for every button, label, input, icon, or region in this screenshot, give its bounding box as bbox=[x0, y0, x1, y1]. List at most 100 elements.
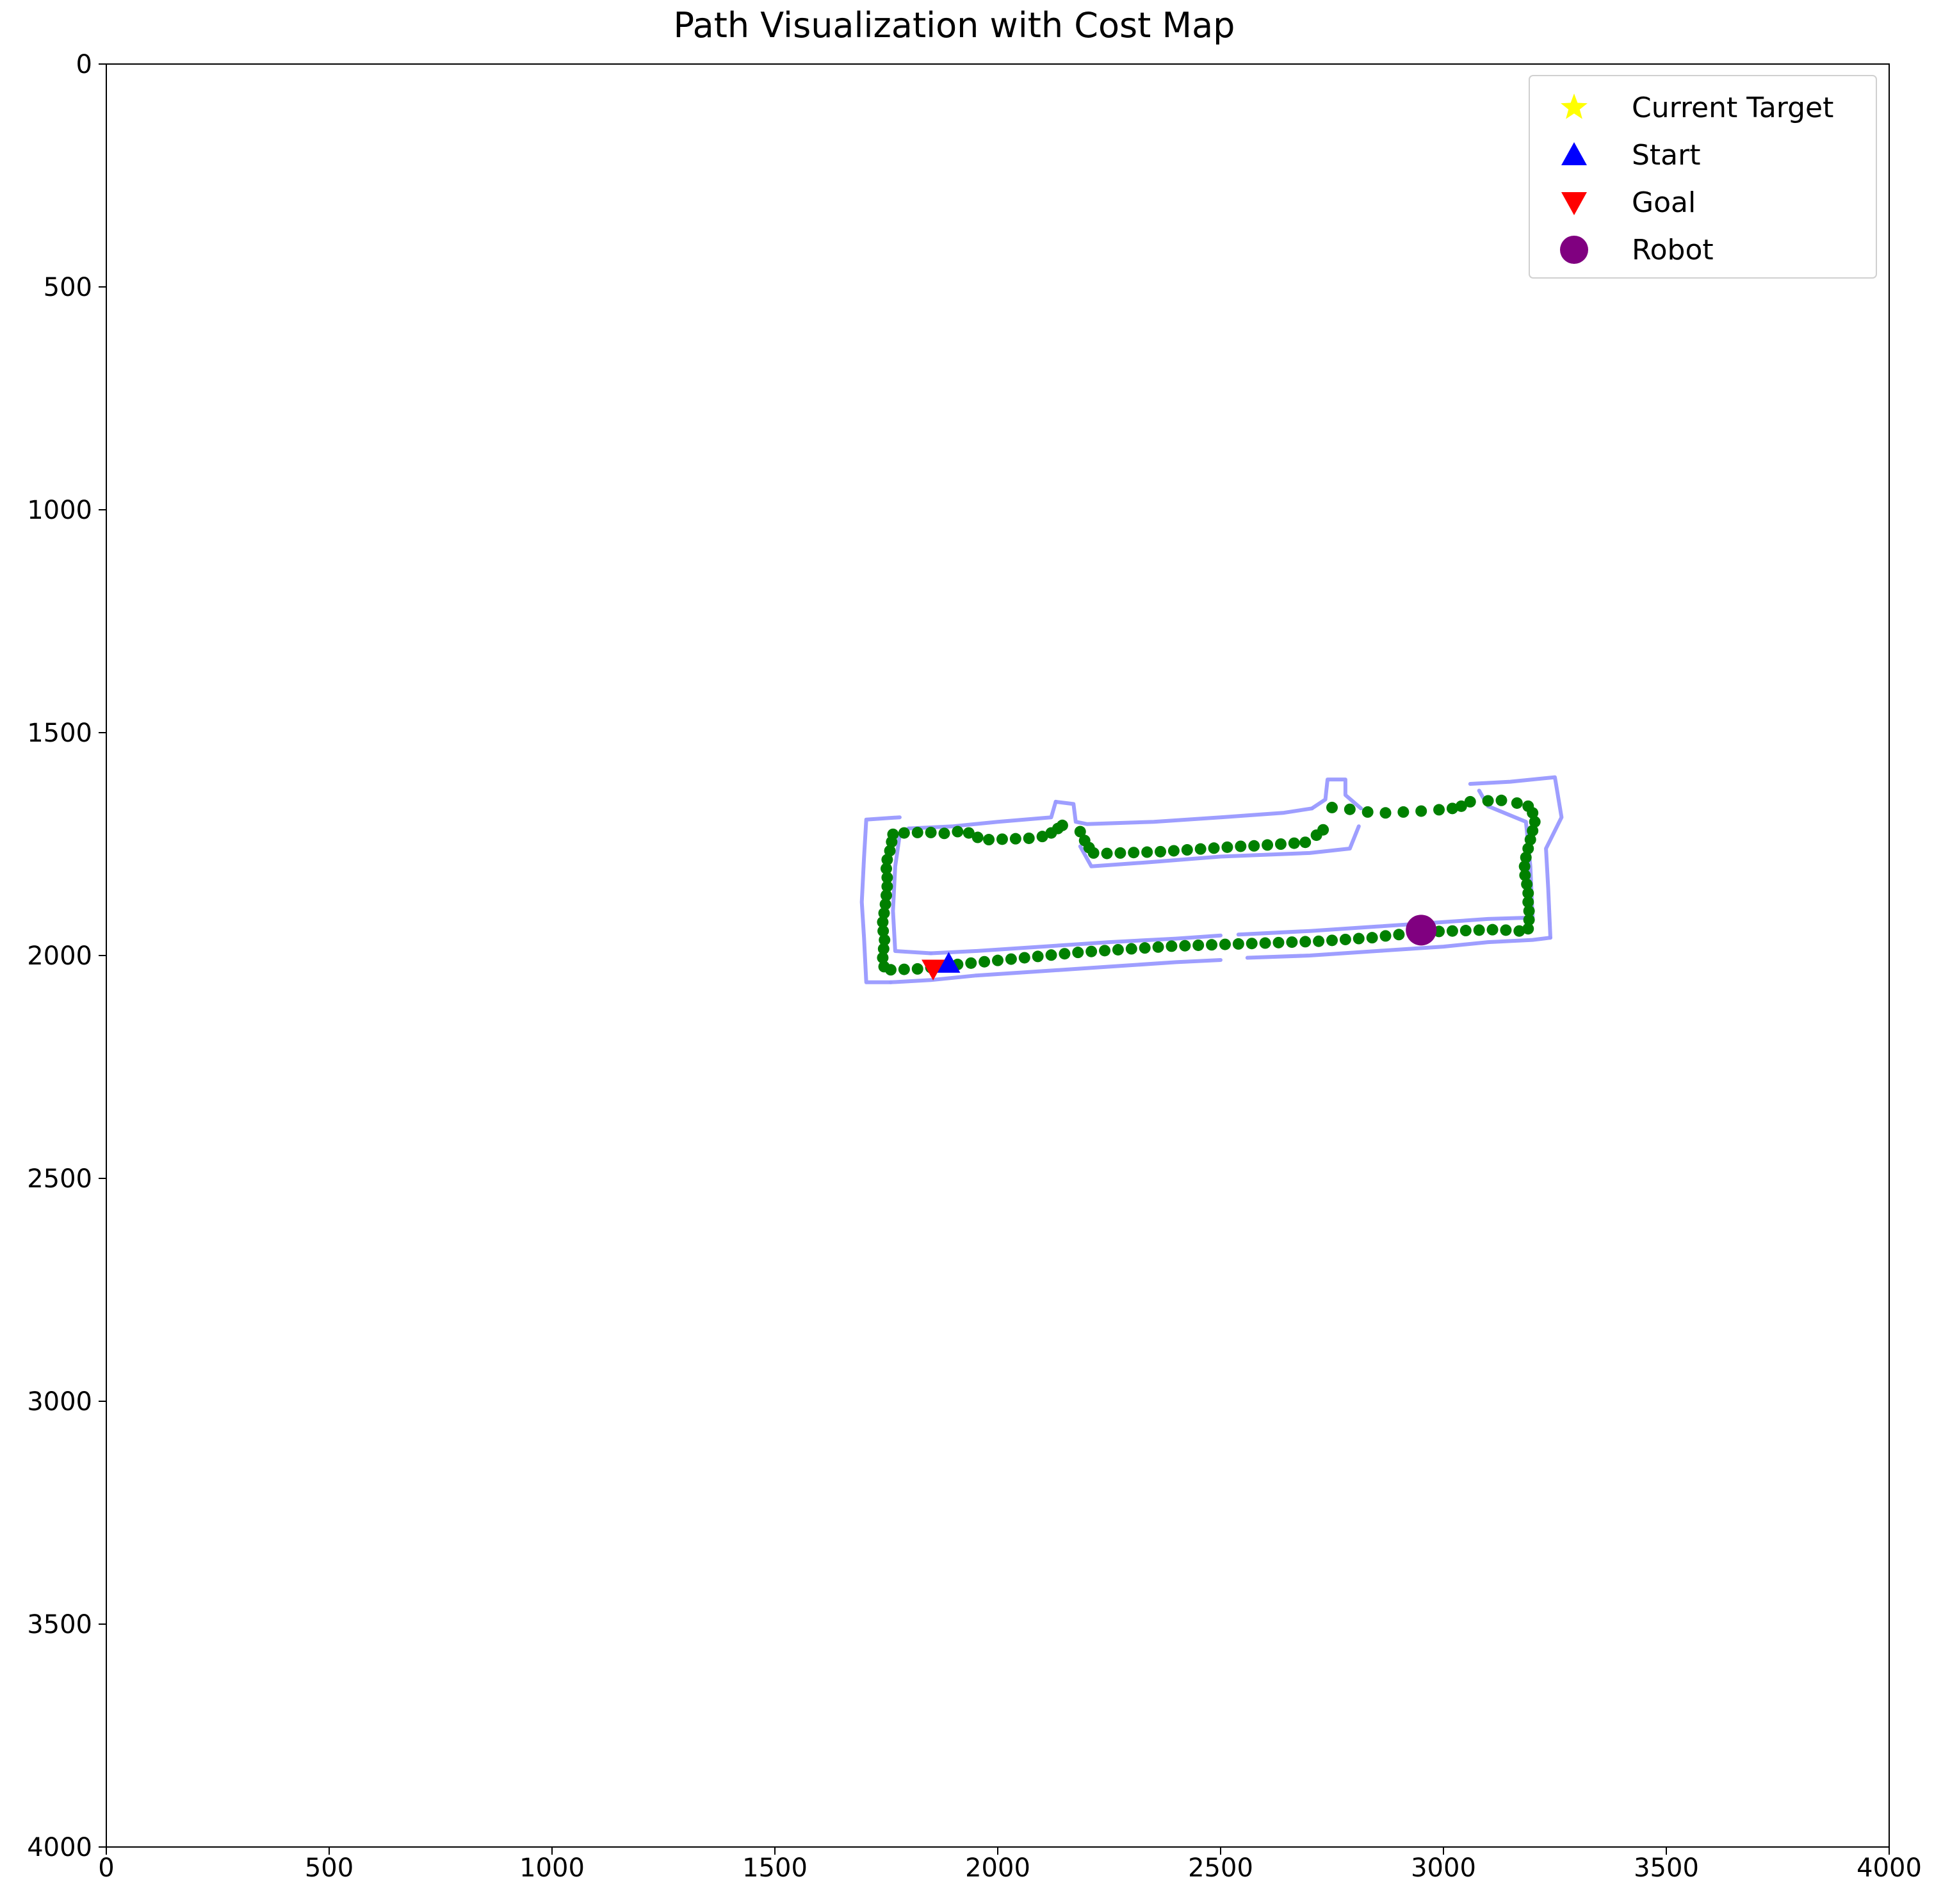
y-tick-label: 2000 bbox=[27, 941, 92, 971]
path-point bbox=[1317, 824, 1329, 836]
path-point bbox=[879, 934, 891, 946]
path-point bbox=[1005, 953, 1017, 965]
legend-box bbox=[1529, 75, 1877, 279]
path-point bbox=[1221, 841, 1233, 853]
path-point bbox=[1366, 932, 1378, 944]
path-point bbox=[877, 952, 889, 964]
path-point bbox=[1045, 949, 1057, 961]
path-point bbox=[1524, 834, 1536, 846]
y-tick-label: 3500 bbox=[27, 1610, 92, 1640]
y-axis: 0 500 1000 1500 2000 2500 3000 3500 4000 bbox=[27, 50, 106, 1862]
path-point bbox=[911, 963, 923, 975]
path-point bbox=[1344, 803, 1356, 815]
path-point bbox=[1522, 923, 1534, 935]
y-tick-label: 500 bbox=[44, 273, 92, 302]
legend: Current Target Start Goal Robot bbox=[1529, 75, 1877, 279]
path-point bbox=[878, 907, 890, 919]
legend-label: Robot bbox=[1632, 234, 1714, 266]
path-point bbox=[1167, 845, 1180, 857]
path-point bbox=[1274, 838, 1287, 850]
legend-label: Current Target bbox=[1632, 92, 1833, 124]
path-point bbox=[1523, 905, 1535, 917]
path-point bbox=[1518, 860, 1531, 872]
path-point bbox=[1455, 800, 1467, 812]
path-point bbox=[938, 827, 950, 840]
path-point bbox=[1521, 878, 1533, 890]
path-point bbox=[1433, 804, 1445, 816]
path-point bbox=[1023, 832, 1035, 844]
path-point bbox=[1018, 952, 1030, 964]
path-point bbox=[1139, 942, 1151, 954]
path-point bbox=[1326, 801, 1338, 813]
path-point bbox=[1072, 947, 1084, 959]
path-point bbox=[1101, 847, 1113, 859]
start-marker bbox=[937, 952, 961, 973]
path-point bbox=[1500, 924, 1512, 936]
path-point bbox=[1379, 807, 1392, 819]
path-point bbox=[1155, 845, 1167, 858]
path-point bbox=[1313, 935, 1325, 947]
x-tick-label: 1500 bbox=[742, 1853, 808, 1883]
path-point bbox=[1482, 795, 1494, 807]
path-point bbox=[879, 898, 891, 910]
x-tick-label: 0 bbox=[98, 1853, 114, 1883]
path-point bbox=[952, 826, 964, 838]
path-point bbox=[1152, 941, 1164, 953]
path-point bbox=[1166, 940, 1178, 952]
path-point bbox=[925, 826, 937, 838]
legend-robot-icon bbox=[1560, 236, 1588, 264]
legend-current-target-icon bbox=[1561, 94, 1588, 119]
x-tick-label: 3500 bbox=[1634, 1853, 1699, 1883]
path-point bbox=[877, 943, 890, 955]
path-point bbox=[1522, 887, 1534, 899]
path-point bbox=[1299, 836, 1312, 849]
path-point bbox=[911, 826, 923, 838]
path-point bbox=[1511, 797, 1523, 809]
path-point bbox=[1262, 839, 1274, 851]
path-point bbox=[1495, 794, 1507, 806]
path-point bbox=[1141, 846, 1153, 858]
x-tick-label: 4000 bbox=[1857, 1853, 1922, 1883]
path-point bbox=[881, 881, 893, 893]
path-point bbox=[1192, 939, 1205, 951]
path-point bbox=[1125, 943, 1137, 955]
path-point bbox=[1522, 842, 1534, 854]
path-point bbox=[992, 954, 1004, 966]
path-point bbox=[1513, 925, 1525, 937]
path-point bbox=[1246, 938, 1258, 950]
path-point bbox=[1087, 847, 1100, 859]
cost-map-wall bbox=[889, 958, 1223, 984]
path-point bbox=[1523, 914, 1535, 926]
path-point bbox=[1009, 833, 1021, 845]
path-layer bbox=[877, 794, 1541, 976]
x-tick-label: 1000 bbox=[519, 1853, 585, 1883]
path-point bbox=[881, 863, 892, 875]
path-point bbox=[898, 827, 910, 839]
cost-map-wall bbox=[1078, 824, 1361, 868]
path-point bbox=[1393, 929, 1405, 941]
legend-label: Goal bbox=[1632, 186, 1696, 219]
y-tick-label: 3000 bbox=[27, 1387, 92, 1417]
path-point bbox=[1529, 816, 1541, 828]
x-axis: 0 500 1000 1500 2000 2500 3000 3500 4000 bbox=[98, 1847, 1922, 1883]
cost-map-wall bbox=[1245, 936, 1552, 960]
path-point bbox=[1036, 831, 1048, 843]
chart-title: Path Visualization with Cost Map bbox=[674, 5, 1235, 45]
x-tick-label: 2000 bbox=[965, 1853, 1030, 1883]
goal-marker bbox=[922, 959, 945, 980]
y-tick-label: 4000 bbox=[27, 1833, 92, 1862]
path-point bbox=[1248, 840, 1260, 852]
path-point bbox=[1235, 840, 1247, 852]
path-point bbox=[971, 831, 984, 843]
path-point bbox=[1519, 869, 1531, 881]
path-point bbox=[1085, 945, 1098, 957]
path-point bbox=[1527, 807, 1539, 819]
path-point bbox=[1486, 924, 1499, 936]
path-point bbox=[1299, 936, 1312, 948]
path-point bbox=[1520, 851, 1532, 863]
path-point bbox=[884, 845, 896, 857]
legend-label: Start bbox=[1632, 139, 1701, 172]
path-point bbox=[1114, 847, 1126, 859]
path-point bbox=[963, 827, 975, 839]
